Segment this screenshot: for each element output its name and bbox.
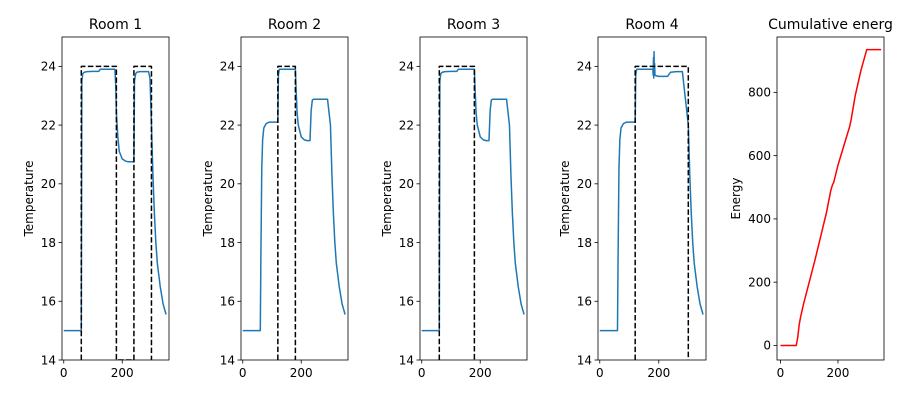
y-tick-label: 18 — [220, 236, 235, 250]
x-tick-label: 0 — [777, 366, 785, 380]
y-tick-label: 24 — [220, 60, 235, 74]
y-axis-label: Temperature — [22, 160, 36, 237]
temperature-line — [242, 68, 346, 332]
y-axis-label: Temperature — [201, 160, 215, 237]
y-axis-label: Temperature — [558, 160, 572, 237]
chart-title: Room 2 — [268, 17, 321, 33]
chart-panel-2: 0 200 14 16 18 20 22 24 Room 2 Temperature — [201, 17, 349, 380]
y-tick-label: 200 — [748, 275, 771, 289]
y-tick-label: 800 — [748, 86, 771, 100]
y-tick-label: 16 — [577, 295, 592, 309]
chart-title: Room 1 — [89, 17, 142, 33]
x-tick-label: 0 — [418, 366, 426, 380]
y-tick-label: 600 — [748, 149, 771, 163]
x-tick-label: 200 — [827, 366, 850, 380]
y-tick-label: 14 — [399, 353, 414, 367]
y-tick-label: 0 — [763, 339, 771, 353]
y-tick-label: 24 — [399, 60, 414, 74]
chart-panel-1: 0 200 14 16 18 20 22 24 Room 1 Temperature — [22, 17, 170, 380]
y-axis-label: Temperature — [380, 160, 394, 237]
temperature-line — [63, 68, 167, 332]
chart-title: Room 3 — [447, 17, 500, 33]
y-tick-label: 24 — [41, 60, 56, 74]
axes-frame — [419, 36, 528, 361]
x-tick-label: 0 — [60, 366, 68, 380]
chart-panel-3: 0 200 14 16 18 20 22 24 Room 3 Temperature — [380, 17, 528, 380]
temperature-line — [421, 68, 525, 332]
setpoint-line — [634, 65, 690, 360]
x-tick-label: 200 — [111, 366, 134, 380]
y-tick-label: 22 — [41, 118, 56, 132]
y-tick-label: 20 — [220, 177, 235, 191]
axes-frame — [597, 36, 707, 361]
chart-title: Cumulative energ — [768, 17, 893, 33]
y-tick-label: 20 — [41, 177, 56, 191]
y-axis-label: Energy — [729, 177, 743, 219]
y-tick-label: 20 — [399, 177, 414, 191]
setpoint-line — [80, 65, 153, 360]
y-tick-label: 18 — [399, 236, 414, 250]
y-tick-label: 24 — [577, 60, 592, 74]
axes-frame — [61, 36, 170, 361]
chart-panel-5: 0 200 0 200 400 600 800 Cumulative energ Energy — [729, 17, 893, 380]
y-tick-label: 20 — [577, 177, 592, 191]
x-tick-label: 200 — [290, 366, 313, 380]
chart-title: Room 4 — [625, 17, 678, 33]
y-tick-label: 14 — [220, 353, 235, 367]
axes-frame — [776, 36, 885, 361]
y-tick-label: 22 — [577, 118, 592, 132]
setpoint-line — [438, 65, 476, 360]
x-tick-label: 200 — [647, 366, 670, 380]
energy-line — [780, 48, 882, 347]
temperature-line — [599, 50, 704, 332]
x-tick-label: 200 — [469, 366, 492, 380]
y-tick-label: 400 — [748, 212, 771, 226]
y-tick-label: 16 — [399, 295, 414, 309]
y-tick-label: 18 — [577, 236, 592, 250]
y-tick-label: 14 — [41, 353, 56, 367]
y-tick-label: 22 — [220, 118, 235, 132]
setpoint-line — [277, 65, 297, 360]
axes-frame — [240, 36, 349, 361]
y-tick-label: 16 — [41, 295, 56, 309]
y-tick-label: 18 — [41, 236, 56, 250]
chart-panel-4: 0 200 14 16 18 20 22 24 Room 4 Temperature — [558, 17, 707, 380]
y-tick-label: 14 — [577, 353, 592, 367]
x-tick-label: 0 — [596, 366, 604, 380]
y-tick-label: 16 — [220, 295, 235, 309]
x-tick-label: 0 — [239, 366, 247, 380]
y-tick-label: 22 — [399, 118, 414, 132]
